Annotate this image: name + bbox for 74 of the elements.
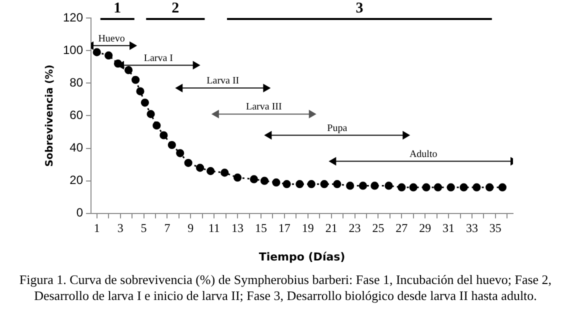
x-tick-label: 29 [419,220,432,235]
series-label: Adulto [409,148,438,160]
point [260,176,269,185]
point [124,66,133,74]
point [409,183,418,192]
point [220,168,229,177]
x-axis-title: Tiempo (Días) [258,250,346,264]
x-tick-label: 3 [117,220,124,235]
point [346,182,354,190]
point [272,178,280,187]
x-tick-label: 9 [188,220,194,235]
series-label: Larva I [144,52,173,64]
series-label: Larva II [206,76,240,87]
point [282,180,291,188]
point [152,121,161,130]
series-label: Pupa [327,122,348,134]
x-tick-label: 21 [325,220,338,235]
point [136,87,144,96]
x-tick-label: 35 [489,220,502,235]
y-tick-label: 20 [70,173,84,188]
point [296,180,304,188]
x-tick-label: 33 [466,220,478,235]
point [307,180,316,188]
point [370,182,379,190]
point [460,183,468,192]
point [146,110,155,118]
point [358,182,368,190]
y-tick-label: 100 [62,42,84,57]
point [140,98,149,107]
point [434,183,442,192]
y-axis-title: Sobrevivencia (%) [44,64,56,167]
x-tick-label: 31 [442,220,455,235]
series-label: Larva III [246,102,282,113]
point [168,140,176,150]
point [250,175,258,184]
point [422,183,430,192]
y-tick-label: 0 [76,206,84,220]
point [398,183,406,192]
point [233,174,242,182]
x-tick-label: 1 [94,220,100,235]
point [498,183,506,192]
point [160,131,168,140]
series-label: Huevo [98,33,125,44]
x-tick-label: 17 [278,220,290,235]
point [472,183,481,192]
series-label: 2 [172,0,180,16]
series-label: 3 [356,0,364,16]
point [206,167,215,176]
point [446,183,455,192]
point [92,48,101,56]
point [104,51,113,60]
x-tick-label: 25 [372,220,384,235]
y-tick-label: 120 [62,10,84,24]
x-tick-label: 5 [140,220,147,235]
x-tick-label: 19 [302,220,314,235]
point [320,180,328,188]
x-tick-label: 11 [208,220,220,235]
x-tick-label: 15 [254,220,267,235]
x-tick-label: 13 [232,220,244,235]
x-tick-label: 27 [396,220,408,235]
y-tick-label: 60 [70,108,84,122]
series-label: 1 [114,0,122,16]
point [176,149,184,158]
text: Figura 1. Curva de sobrevivencia (%) de Sympherobius barberi: Fase 1, Incubación del huevo; Fase 2, Desarrollo de larva I e inicio de larva II; Fase 3, Desarrollo biológico desde larva II hasta adulto. [18,272,553,304]
y-tick-label: 80 [70,75,84,90]
point [184,158,192,167]
x-tick-label: 7 [164,220,170,235]
x-tick-label: 23 [348,220,361,235]
point [486,183,494,192]
point [132,76,140,84]
y-tick-label: 40 [70,140,84,155]
point [333,180,342,188]
point [384,182,393,190]
point [196,164,204,172]
